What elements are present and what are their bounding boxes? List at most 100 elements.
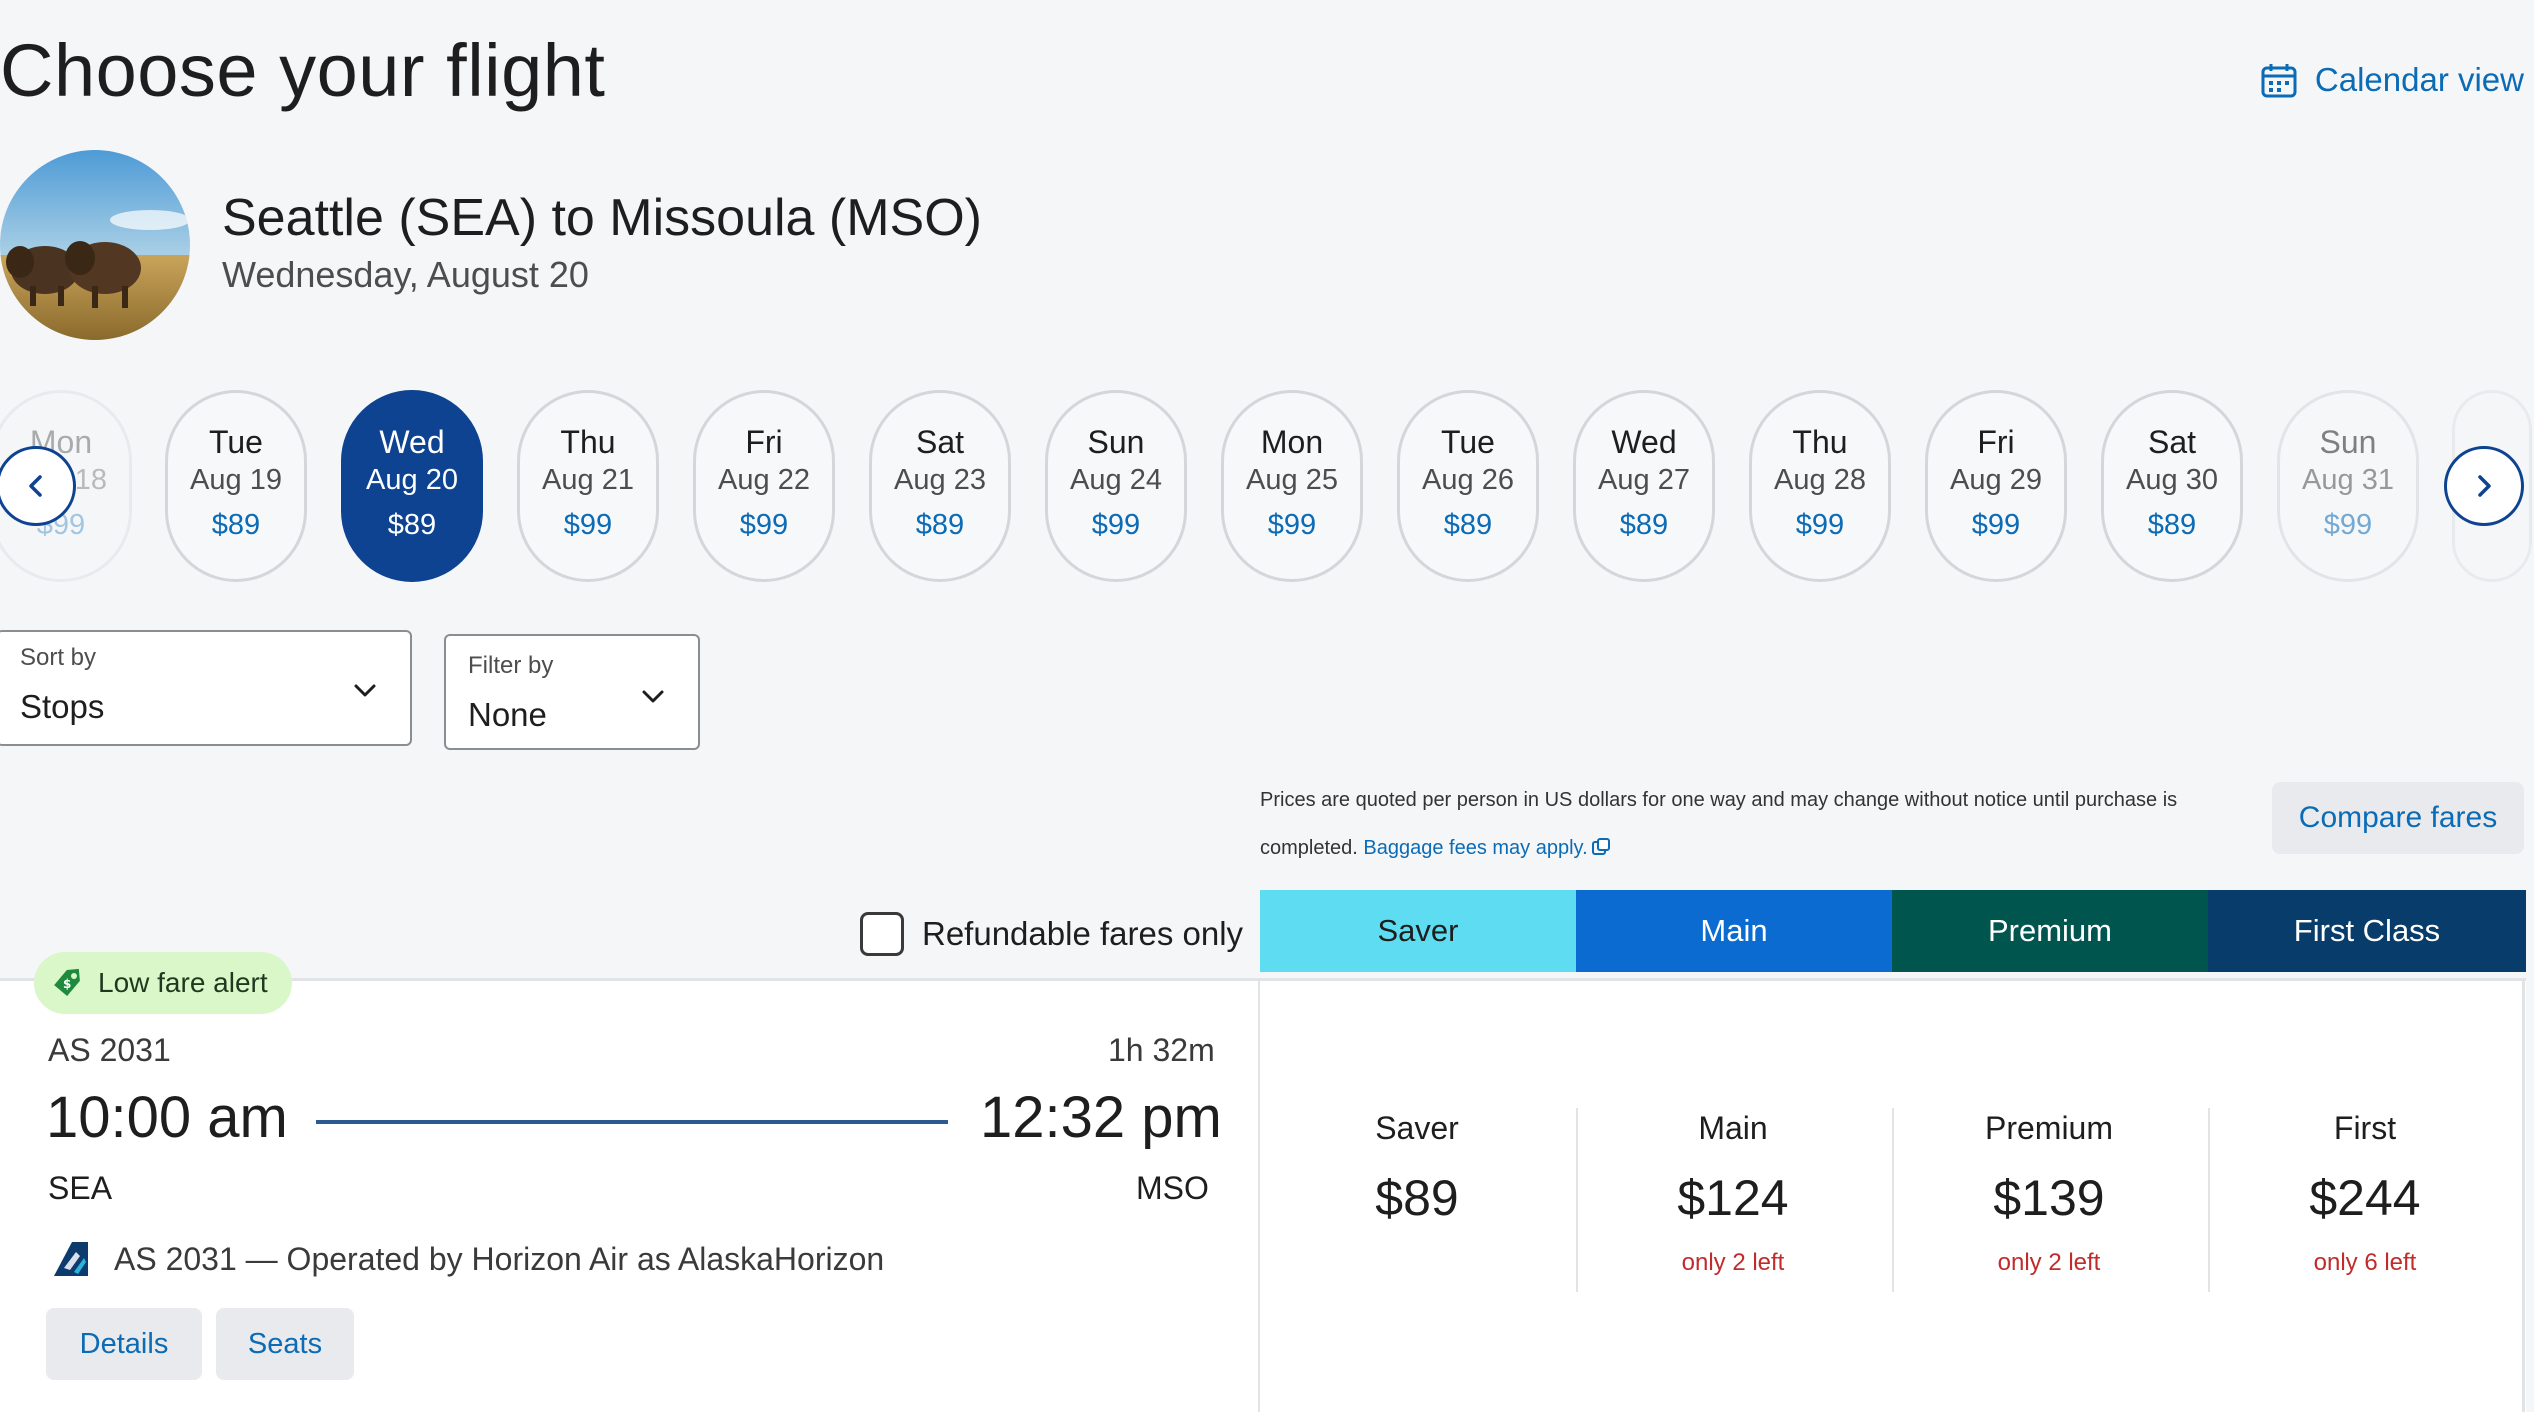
route-date: Wednesday, August 20 [222,254,589,295]
details-button[interactable]: Details [46,1308,202,1380]
date-price: $89 [1443,509,1493,541]
refundable-fares-checkbox[interactable]: Refundable fares only [860,912,1243,956]
fare-name: Main [1698,1110,1768,1146]
seats-left: only 6 left [2313,1249,2417,1276]
date-day: Aug 28 [1774,464,1866,496]
date-day: Aug 19 [190,464,282,496]
date-price: $99 [1795,509,1845,541]
fare-separator [1576,1108,1578,1292]
date-option[interactable]: Sun Aug 24 $99 [1045,390,1187,582]
date-option[interactable]: Tue Aug 26 $89 [1397,390,1539,582]
date-weekday: Fri [1977,424,2015,460]
date-option[interactable]: Mon Aug 25 $99 [1221,390,1363,582]
fare-price: $244 [2309,1170,2421,1226]
fare-name: Premium [1984,1110,2113,1146]
chevron-right-icon [2478,475,2491,497]
date-option[interactable]: Thu Aug 28 $99 [1749,390,1891,582]
refundable-fares-label: Refundable fares only [922,915,1244,952]
date-option[interactable]: Tue Aug 19 $89 [165,390,307,582]
date-weekday: Sat [915,424,965,460]
date-weekday: Sun [2319,424,2377,460]
date-price: $89 [915,509,965,541]
sort-dropdown[interactable]: Sort by Stops [0,630,412,746]
date-price: $99 [2323,509,2373,541]
operator-info: AS 2031 — Operated by Horizon Air as Ala… [50,1238,884,1280]
previous-dates-button[interactable] [0,446,76,526]
date-day: Aug 29 [1950,464,2042,496]
price-notice: Prices are quoted per person in US dolla… [1260,776,2200,872]
date-price: $99 [563,509,613,541]
checkbox-box[interactable] [860,912,904,956]
date-option[interactable]: Wed Aug 27 $89 [1573,390,1715,582]
departure-time: 10:00 am [46,1085,288,1150]
fare-option-premium[interactable]: Premium $139 only 2 left [1892,1110,2206,1292]
fare-tab-premium[interactable]: Premium [1892,890,2208,972]
origin-airport-code: SEA [48,1170,113,1206]
compare-fares-button[interactable]: Compare fares [2272,782,2524,854]
date-option[interactable]: Sun Aug 31 $99 [2277,390,2419,582]
date-option[interactable]: Fri Aug 22 $99 [693,390,835,582]
date-weekday: Wed [379,424,445,460]
fare-tab-saver[interactable]: Saver [1260,890,1576,972]
seats-button[interactable]: Seats [216,1308,354,1380]
chevron-down-icon [354,684,376,697]
date-weekday: Tue [1441,424,1495,460]
alaska-airlines-logo-icon [54,1242,88,1276]
sort-label: Sort by [20,644,97,671]
flight-route-line [316,1120,948,1124]
date-weekday: Wed [1611,424,1677,460]
date-day: Aug 26 [1422,464,1514,496]
seats-left: only 2 left [1997,1249,2101,1276]
arrival-time: 12:32 pm [980,1085,1222,1150]
fare-option-first[interactable]: First $244 only 6 left [2208,1110,2522,1292]
date-day: Aug 23 [894,464,986,496]
date-weekday: Sun [1087,424,1145,460]
next-dates-button[interactable] [2444,446,2524,526]
date-option[interactable]: Fri Aug 29 $99 [1925,390,2067,582]
fare-option-main[interactable]: Main $124 only 2 left [1576,1110,1890,1292]
baggage-fees-link[interactable]: Baggage fees may apply. [1363,837,1610,859]
date-day: Aug 31 [2302,464,2394,496]
date-option-selected[interactable]: Wed Aug 20 $89 [341,390,483,582]
fare-option-saver[interactable]: Saver $89 [1260,1110,1574,1292]
date-weekday: Sat [2147,424,2197,460]
calendar-view-label: Calendar view [2314,61,2524,98]
date-day: Aug 27 [1598,464,1690,496]
route-title: Seattle (SEA) to Missoula (MSO) [222,189,982,247]
price-tag-icon: $ [54,968,80,997]
filter-label: Filter by [468,652,554,679]
date-option[interactable]: Thu Aug 21 $99 [517,390,659,582]
date-price: $89 [1619,509,1669,541]
fare-name: Saver [1375,1110,1459,1146]
date-day: Aug 21 [542,464,634,496]
filter-dropdown[interactable]: Filter by None [444,634,700,750]
chevron-down-icon [642,690,664,703]
destination-photo [0,150,190,340]
fare-tab-main[interactable]: Main [1576,890,1892,972]
low-fare-alert-label: Low fare alert [98,967,268,998]
flight-number: AS 2031 [48,1032,171,1068]
card-border [2522,978,2525,1412]
external-link-icon [1591,838,1610,855]
date-day: Aug 24 [1070,464,1162,496]
date-weekday: Thu [1792,424,1848,460]
fare-tab-first-class[interactable]: First Class [2208,890,2526,972]
calendar-view-link[interactable]: Calendar view [2259,60,2524,100]
calendar-icon [2261,64,2297,98]
date-price: $89 [211,509,261,541]
flight-duration: 1h 32m [1108,1032,1215,1068]
sort-value: Stops [20,688,105,725]
date-price: $89 [387,509,437,541]
low-fare-alert-badge: $ Low fare alert [34,952,292,1014]
seats-left: only 2 left [1681,1249,1785,1276]
date-price: $99 [1267,509,1317,541]
page-title: Choose your flight [0,29,606,112]
date-weekday: Tue [209,424,263,460]
date-weekday: Thu [560,424,616,460]
date-weekday: Mon [1260,424,1324,460]
date-day: Aug 20 [366,464,458,496]
fare-price: $89 [1375,1170,1459,1226]
date-option[interactable]: Sat Aug 23 $89 [869,390,1011,582]
date-option[interactable]: Sat Aug 30 $89 [2101,390,2243,582]
destination-airport-code: MSO [1136,1170,1209,1206]
